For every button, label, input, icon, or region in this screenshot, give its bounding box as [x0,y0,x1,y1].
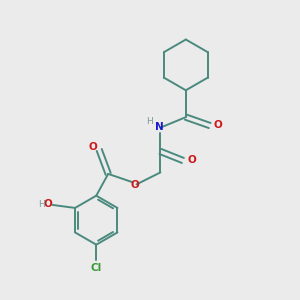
Text: H: H [38,200,45,209]
Text: Cl: Cl [91,263,102,273]
Text: O: O [43,199,52,209]
Text: O: O [131,180,140,190]
Text: O: O [214,120,223,130]
Text: H: H [146,116,152,125]
Text: O: O [89,142,98,152]
Text: O: O [187,155,196,165]
Text: N: N [155,122,164,132]
